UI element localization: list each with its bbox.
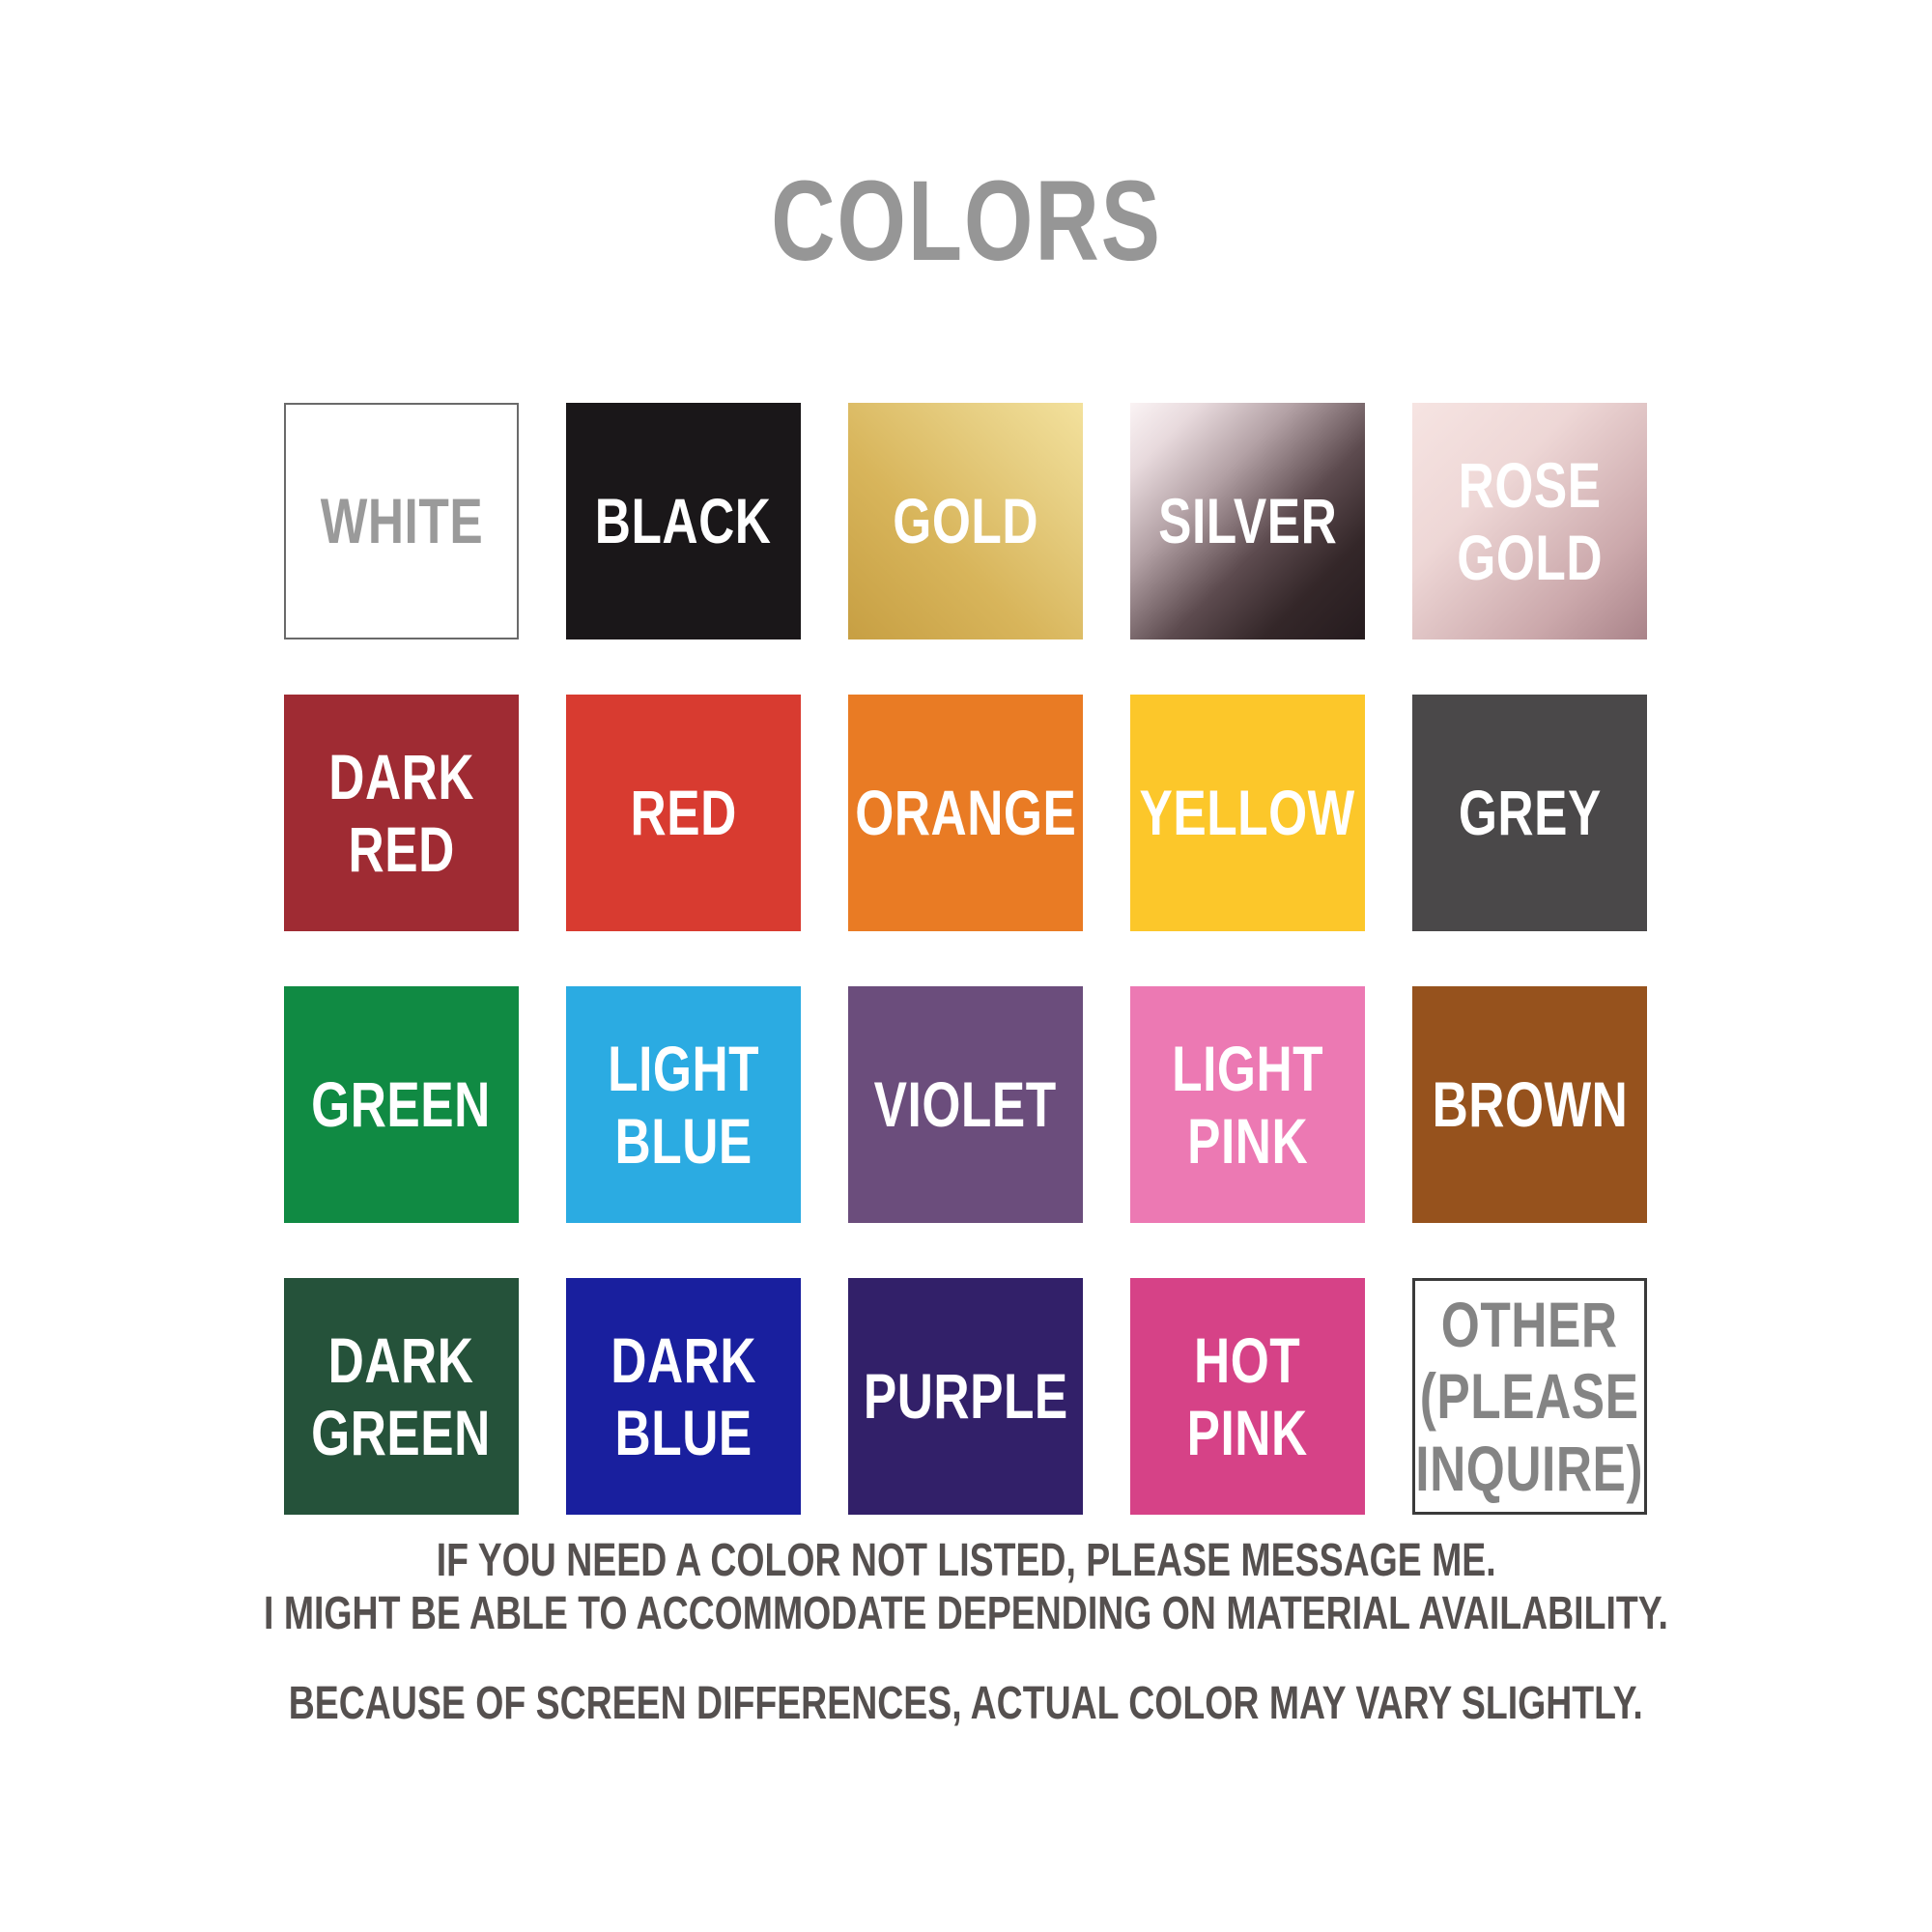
swatch-label-other: OTHER (PLEASE INQUIRE)	[1415, 1288, 1644, 1504]
swatch-grey: GREY	[1412, 695, 1647, 931]
swatch-label-green: GREEN	[311, 1068, 492, 1141]
swatch-rose-gold: ROSE GOLD	[1412, 403, 1647, 639]
swatch-label-orange: ORANGE	[854, 777, 1077, 849]
swatch-brown: BROWN	[1412, 986, 1647, 1223]
swatch-label-dark-red: DARK RED	[328, 740, 474, 885]
swatch-dark-blue: DARK BLUE	[566, 1278, 801, 1515]
swatch-black: BLACK	[566, 403, 801, 639]
footer-line-2: I MIGHT BE ABLE TO ACCOMMODATE DEPENDING…	[264, 1588, 1668, 1640]
swatch-grid: WHITE BLACK GOLD SILVER ROSE GOLD DARK RED RED…	[284, 403, 1647, 1515]
swatch-label-light-blue: LIGHT BLUE	[608, 1032, 759, 1177]
swatch-label-white: WHITE	[320, 485, 483, 557]
footer-note-screen-differences: BECAUSE OF SCREEN DIFFERENCES, ACTUAL CO…	[0, 1677, 1932, 1730]
swatch-label-gold: GOLD	[893, 485, 1038, 557]
swatch-label-rose-gold: ROSE GOLD	[1457, 448, 1603, 593]
swatch-orange: ORANGE	[848, 695, 1083, 931]
swatch-label-hot-pink: HOT PINK	[1186, 1323, 1309, 1468]
footer-line-3: BECAUSE OF SCREEN DIFFERENCES, ACTUAL CO…	[288, 1678, 1644, 1730]
swatch-label-yellow: YELLOW	[1139, 777, 1356, 849]
page-title: COLORS	[0, 164, 1932, 278]
swatch-label-silver: SILVER	[1157, 485, 1338, 557]
swatch-yellow: YELLOW	[1130, 695, 1365, 931]
footer-line-1: IF YOU NEED A COLOR NOT LISTED, PLEASE M…	[436, 1535, 1496, 1586]
swatch-violet: VIOLET	[848, 986, 1083, 1223]
swatch-light-pink: LIGHT PINK	[1130, 986, 1365, 1223]
swatch-label-grey: GREY	[1458, 777, 1602, 849]
footer-notes: IF YOU NEED A COLOR NOT LISTED, PLEASE M…	[0, 1534, 1932, 1731]
swatch-light-blue: LIGHT BLUE	[566, 986, 801, 1223]
swatch-label-dark-green: DARK GREEN	[311, 1323, 492, 1468]
swatch-green: GREEN	[284, 986, 519, 1223]
swatch-label-dark-blue: DARK BLUE	[611, 1323, 756, 1468]
swatch-silver: SILVER	[1130, 403, 1365, 639]
swatch-label-brown: BROWN	[1432, 1068, 1628, 1141]
swatch-hot-pink: HOT PINK	[1130, 1278, 1365, 1515]
swatch-label-violet: VIOLET	[873, 1068, 1058, 1141]
swatch-dark-red: DARK RED	[284, 695, 519, 931]
swatch-other: OTHER (PLEASE INQUIRE)	[1412, 1278, 1647, 1515]
swatch-white: WHITE	[284, 403, 519, 639]
swatch-label-black: BLACK	[595, 485, 772, 557]
swatch-label-red: RED	[630, 777, 737, 849]
swatch-label-purple: PURPLE	[863, 1360, 1068, 1433]
swatch-label-light-pink: LIGHT PINK	[1172, 1032, 1323, 1177]
swatch-red: RED	[566, 695, 801, 931]
swatch-gold: GOLD	[848, 403, 1083, 639]
page-title-text: COLORS	[770, 157, 1162, 285]
swatch-dark-green: DARK GREEN	[284, 1278, 519, 1515]
swatch-purple: PURPLE	[848, 1278, 1083, 1515]
footer-note-availability: IF YOU NEED A COLOR NOT LISTED, PLEASE M…	[0, 1534, 1932, 1640]
